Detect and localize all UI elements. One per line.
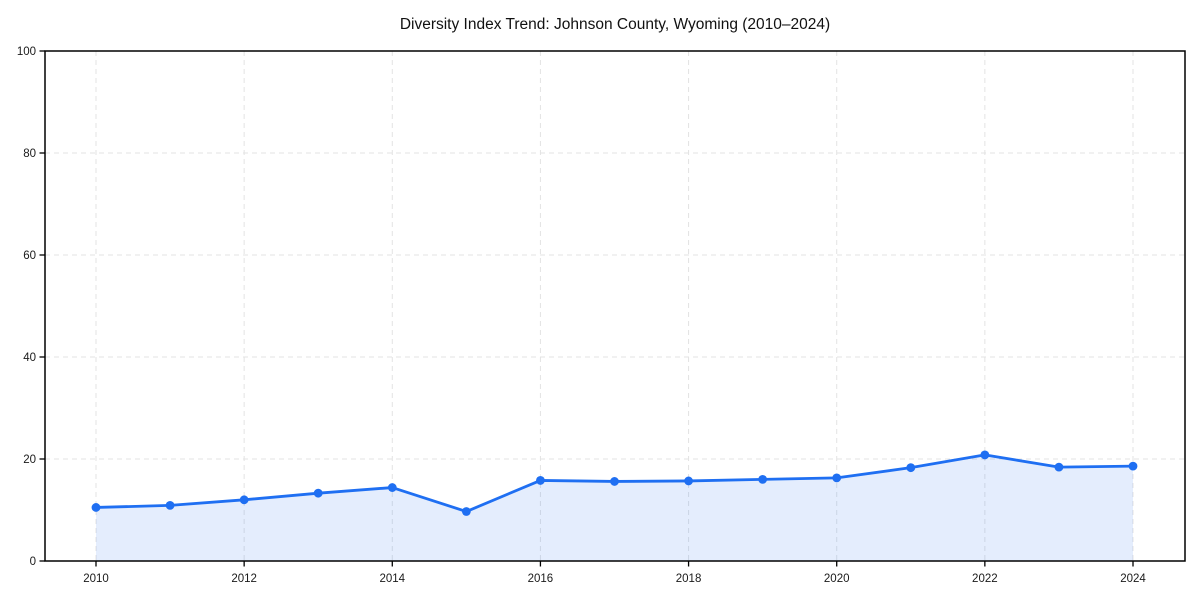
x-axis-tick-label: 2024 bbox=[1120, 573, 1146, 585]
x-axis-tick-label: 2014 bbox=[379, 573, 405, 585]
axes-layer bbox=[39, 50, 1186, 567]
x-axis-tick-label: 2018 bbox=[676, 573, 702, 585]
data-point-marker bbox=[387, 483, 397, 492]
chart-title: Diversity Index Trend: Johnson County, W… bbox=[400, 16, 830, 33]
data-point-marker bbox=[91, 503, 101, 512]
data-point-marker bbox=[536, 476, 545, 485]
data-point-marker bbox=[684, 476, 693, 486]
series-layer bbox=[91, 450, 1138, 561]
grid-layer bbox=[45, 51, 1185, 561]
data-point-marker bbox=[980, 450, 990, 460]
y-axis-tick-label: 80 bbox=[23, 148, 36, 160]
data-point-marker bbox=[239, 495, 249, 505]
plot-box-spines bbox=[44, 50, 1186, 562]
y-axis-tick-label: 60 bbox=[23, 250, 36, 262]
x-axis-tick-label: 2012 bbox=[231, 573, 257, 585]
data-point-marker bbox=[906, 463, 916, 473]
label-layer: 0 20 40 60 80 100 2010 2012 2014 2016 2018 2020 2022… bbox=[17, 46, 1147, 585]
y-axis-tick-label: 20 bbox=[23, 454, 36, 466]
x-axis-tick-label: 2010 bbox=[83, 573, 109, 585]
data-point-marker bbox=[313, 488, 323, 498]
x-axis-tick-label: 2022 bbox=[972, 573, 998, 585]
data-point-marker bbox=[165, 501, 175, 510]
data-point-marker bbox=[758, 475, 768, 484]
x-axis-tick-label: 2016 bbox=[528, 573, 554, 585]
data-point-marker bbox=[610, 477, 619, 486]
y-axis-tick-label: 100 bbox=[17, 46, 36, 58]
data-point-marker bbox=[461, 507, 471, 516]
data-point-marker bbox=[1128, 461, 1138, 471]
y-axis-tick-label: 40 bbox=[23, 352, 36, 364]
data-point-marker bbox=[832, 473, 842, 483]
data-point-marker bbox=[1054, 462, 1064, 472]
y-axis-tick-label: 0 bbox=[30, 556, 36, 568]
x-axis-tick-label: 2020 bbox=[824, 573, 850, 585]
area-fill bbox=[96, 454, 1133, 561]
